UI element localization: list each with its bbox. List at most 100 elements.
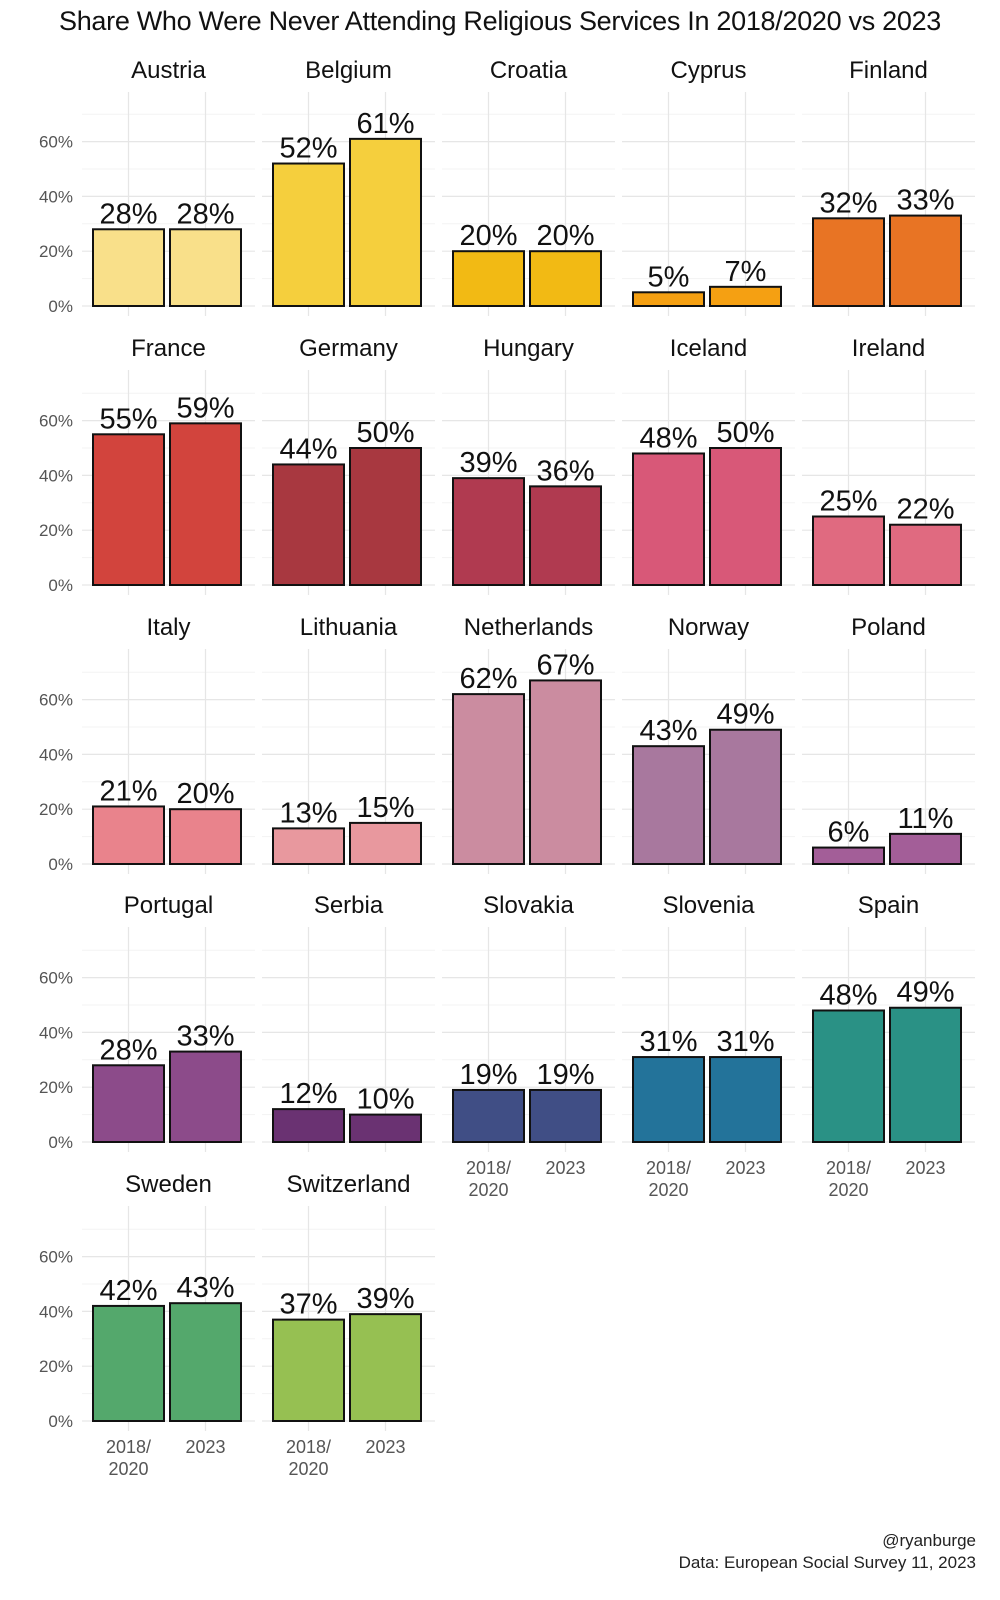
y-tick-label: 40% (39, 1302, 73, 1321)
facet-lithuania-bar-1 (349, 821, 422, 866)
facet-austria-bar-label-0: 28% (99, 198, 157, 230)
x-tick-label: 2018/ (286, 1437, 331, 1457)
facet-ireland-bar-label-1: 22% (896, 494, 954, 526)
x-tick-label: 2020 (108, 1459, 148, 1479)
facet-poland-bar-1 (889, 832, 962, 865)
facet-ireland-title: Ireland (852, 335, 925, 362)
facet-spain-title: Spain (858, 892, 919, 919)
facet-slovakia-bar-label-1: 19% (536, 1059, 594, 1091)
facet-croatia-bar-0 (452, 250, 525, 307)
facet-cyprus-bar-0 (632, 291, 705, 307)
y-tick-label: 0% (48, 1133, 73, 1152)
facet-slovenia-title: Slovenia (662, 892, 755, 919)
facet-germany-title: Germany (299, 335, 398, 362)
x-tick-label: 2023 (545, 1158, 585, 1178)
facet-austria-title: Austria (131, 57, 206, 84)
facet-austria-bar-0 (92, 228, 165, 307)
y-tick-label: 60% (39, 412, 73, 431)
facet-ireland-bar-label-0: 25% (819, 486, 877, 518)
facet-norway-bar-0 (632, 745, 705, 865)
x-tick-label: 2018/ (466, 1158, 511, 1178)
credit-text: @ryanburge (882, 1531, 976, 1550)
facet-poland-bar-0 (812, 846, 885, 865)
facet-austria-bar-1 (169, 228, 242, 307)
facet-portugal-title: Portugal (124, 892, 213, 919)
facet-slovenia-bar-0 (632, 1056, 705, 1144)
facet-spain-bar-1 (889, 1006, 962, 1143)
facet-finland-bar-0 (812, 217, 885, 308)
facet-spain-bar-label-1: 49% (896, 977, 954, 1009)
y-tick-label: 40% (39, 745, 73, 764)
facet-belgium-bar-1 (349, 137, 422, 307)
facet-switzerland-bar-1 (349, 1313, 422, 1423)
facet-italy-bar-1 (169, 808, 242, 866)
facet-portugal-bar-0 (92, 1064, 165, 1144)
facet-finland-bar-label-1: 33% (896, 185, 954, 217)
facet-finland-bar-1 (889, 214, 962, 307)
facet-france-bar-0 (92, 433, 165, 586)
facet-slovakia-bar-0 (452, 1088, 525, 1143)
facet-cyprus-title: Cyprus (670, 57, 746, 84)
facet-serbia-bar-label-1: 10% (356, 1084, 414, 1116)
x-tick-label: 2023 (725, 1158, 765, 1178)
facet-cyprus-bar-label-0: 5% (648, 261, 690, 293)
facet-poland-title: Poland (851, 614, 926, 641)
facet-portugal-bar-label-1: 33% (176, 1021, 234, 1053)
y-tick-label: 60% (39, 133, 73, 152)
facet-hungary-bar-1 (529, 485, 602, 586)
facet-serbia-title: Serbia (314, 892, 384, 919)
y-tick-label: 60% (39, 691, 73, 710)
y-tick-label: 20% (39, 800, 73, 819)
facet-finland-title: Finland (849, 57, 928, 84)
facet-france-bar-1 (169, 422, 242, 586)
facet-slovenia-bar-label-1: 31% (716, 1026, 774, 1058)
x-tick-label: 2023 (365, 1437, 405, 1457)
facet-netherlands-bar-label-1: 67% (536, 649, 594, 681)
y-tick-label: 40% (39, 187, 73, 206)
facet-spain-bar-label-0: 48% (819, 979, 877, 1011)
facet-hungary-bar-label-0: 39% (459, 447, 517, 479)
facet-belgium-bar-label-1: 61% (356, 108, 414, 140)
x-tick-label: 2018/ (826, 1158, 871, 1178)
facet-italy-bar-label-0: 21% (99, 775, 157, 807)
facet-germany-bar-label-1: 50% (356, 417, 414, 449)
facet-sweden-title: Sweden (125, 1171, 212, 1198)
facet-slovakia-title: Slovakia (483, 892, 574, 919)
facet-hungary-title: Hungary (483, 335, 574, 362)
facet-ireland-bar-1 (889, 523, 962, 586)
facet-switzerland-bar-label-0: 37% (279, 1289, 337, 1321)
facet-cyprus-bar-label-1: 7% (725, 256, 767, 288)
facet-austria-bar-label-1: 28% (176, 198, 234, 230)
facet-croatia-bar-label-0: 20% (459, 220, 517, 252)
y-tick-label: 60% (39, 1248, 73, 1267)
facet-portugal-bar-1 (169, 1050, 242, 1143)
y-tick-label: 0% (48, 576, 73, 595)
facet-slovakia-bar-label-0: 19% (459, 1059, 517, 1091)
facet-croatia-bar-1 (529, 250, 602, 307)
facet-croatia-title: Croatia (490, 57, 568, 84)
facet-slovenia-bar-label-0: 31% (639, 1026, 697, 1058)
facet-poland-bar-label-0: 6% (828, 817, 870, 849)
facet-sweden-bar-1 (169, 1302, 242, 1423)
facet-hungary-bar-label-1: 36% (536, 455, 594, 487)
facet-slovenia-bar-1 (709, 1056, 782, 1144)
facet-norway-bar-label-1: 49% (716, 699, 774, 731)
x-tick-label: 2020 (828, 1180, 868, 1200)
facet-iceland-bar-0 (632, 452, 705, 587)
facet-germany-bar-1 (349, 447, 422, 586)
facet-switzerland-title: Switzerland (286, 1171, 410, 1198)
facet-lithuania-bar-label-1: 15% (356, 792, 414, 824)
x-tick-label: 2020 (288, 1459, 328, 1479)
facet-switzerland-bar-0 (272, 1318, 345, 1422)
facet-portugal-bar-label-0: 28% (99, 1034, 157, 1066)
y-tick-label: 40% (39, 1023, 73, 1042)
x-tick-label: 2020 (468, 1180, 508, 1200)
facet-belgium-bar-label-0: 52% (279, 133, 337, 165)
facet-germany-bar-label-0: 44% (279, 433, 337, 465)
x-tick-label: 2023 (905, 1158, 945, 1178)
source-text: Data: European Social Survey 11, 2023 (678, 1553, 976, 1572)
facet-sweden-bar-label-1: 43% (176, 1272, 234, 1304)
facet-sweden-bar-label-0: 42% (99, 1275, 157, 1307)
x-tick-label: 2018/ (646, 1158, 691, 1178)
